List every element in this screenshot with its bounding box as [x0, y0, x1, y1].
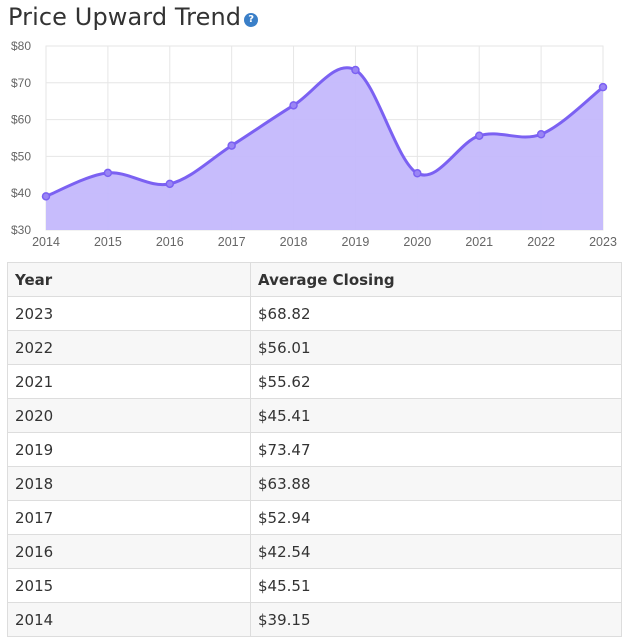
price-cell: $56.01	[250, 330, 622, 365]
x-tick-label: 2016	[156, 235, 184, 249]
x-tick-label: 2014	[32, 235, 60, 249]
y-tick-label: $80	[11, 39, 31, 53]
price-cell: $55.62	[250, 364, 622, 399]
x-tick-label: 2017	[218, 235, 246, 249]
data-point	[289, 101, 298, 110]
price-cell: $42.54	[250, 534, 622, 569]
year-cell: 2021	[7, 364, 251, 399]
x-tick-label: 2021	[465, 235, 493, 249]
data-point	[598, 82, 608, 92]
year-cell: 2023	[7, 296, 251, 331]
year-cell: 2020	[7, 398, 251, 433]
table-row: 2018 $63.88	[7, 466, 622, 501]
title-row: Price Upward Trend ?	[8, 0, 259, 34]
price-cell: $45.51	[250, 568, 622, 603]
price-trend-chart: $30 $40 $50 $60 $70 $80 2014 2015 2016 2017 2018 20…	[11, 39, 617, 249]
table-header-row: Year Average Closing	[7, 262, 622, 297]
table-row: 2020 $45.41	[7, 398, 622, 433]
price-cell: $45.41	[250, 398, 622, 433]
x-tick-label: 2015	[94, 235, 122, 249]
price-cell: $63.88	[250, 466, 622, 501]
year-cell: 2016	[7, 534, 251, 569]
table-row: 2015 $45.51	[7, 568, 622, 603]
header-year: Year	[7, 262, 251, 297]
price-table: Year Average Closing 2023 $68.82 2022 $56.…	[7, 262, 622, 637]
data-point	[536, 130, 546, 139]
series-line	[45, 66, 604, 198]
series-area	[46, 67, 603, 230]
help-icon[interactable]: ?	[244, 12, 259, 27]
table-row: 2023 $68.82	[7, 296, 622, 331]
y-tick-label: $60	[11, 113, 31, 127]
price-cell: $39.15	[250, 602, 622, 637]
table-row: 2014 $39.15	[7, 602, 622, 637]
table-row: 2019 $73.47	[7, 432, 622, 467]
table-row: 2022 $56.01	[7, 330, 622, 365]
x-tick-label: 2020	[403, 235, 431, 249]
y-tick-label: $40	[11, 186, 31, 200]
x-tick-label: 2018	[280, 235, 308, 249]
table-row: 2021 $55.62	[7, 364, 622, 399]
table-row: 2016 $42.54	[7, 534, 622, 569]
data-point	[474, 131, 484, 140]
y-tick-label: $30	[11, 223, 31, 237]
y-tick-label: $70	[11, 76, 31, 90]
price-cell: $52.94	[250, 500, 622, 535]
price-cell: $68.82	[250, 296, 622, 331]
year-cell: 2017	[7, 500, 251, 535]
price-cell: $73.47	[250, 432, 622, 467]
data-point	[41, 192, 51, 201]
x-tick-label: 2019	[342, 235, 370, 249]
x-tick-label: 2023	[589, 235, 617, 249]
year-cell: 2018	[7, 466, 251, 501]
year-cell: 2015	[7, 568, 251, 603]
data-point	[413, 169, 422, 178]
year-cell: 2014	[7, 602, 251, 637]
data-point	[103, 168, 113, 178]
year-cell: 2019	[7, 432, 251, 467]
header-average-closing: Average Closing	[250, 262, 622, 297]
y-tick-label: $50	[11, 149, 31, 163]
table-row: 2017 $52.94	[7, 500, 622, 535]
data-point	[227, 141, 236, 150]
data-point	[351, 65, 360, 75]
data-point	[165, 179, 175, 189]
year-cell: 2022	[7, 330, 251, 365]
page-title: Price Upward Trend	[8, 3, 242, 31]
x-tick-label: 2022	[527, 235, 555, 249]
